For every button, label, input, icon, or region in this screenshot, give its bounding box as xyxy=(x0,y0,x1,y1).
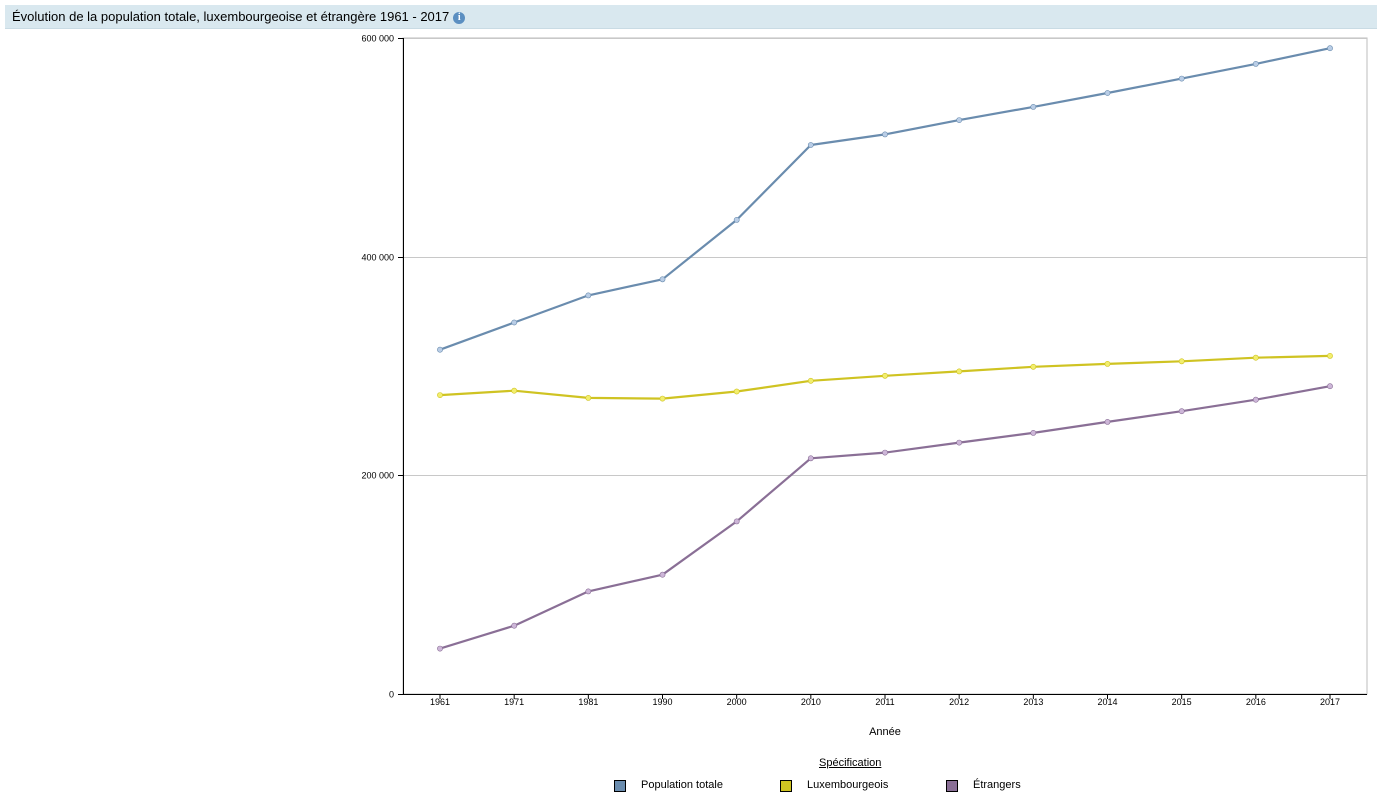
chart-title: Évolution de la population totale, luxem… xyxy=(12,9,466,24)
data-point[interactable] xyxy=(807,455,814,462)
data-point[interactable] xyxy=(511,387,518,394)
x-axis-title: Année xyxy=(869,726,901,738)
legend-swatch xyxy=(780,780,792,792)
data-point[interactable] xyxy=(659,395,666,402)
grid-lines xyxy=(402,37,1368,695)
x-tick-label: 2014 xyxy=(1097,697,1117,707)
line-chart: 0 200 000 400 000 600 000 1961 1971 1981 1990 20… xyxy=(361,34,1368,738)
data-point[interactable] xyxy=(1327,352,1333,359)
legend-swatch xyxy=(946,780,958,792)
data-point[interactable] xyxy=(733,216,740,223)
data-point[interactable] xyxy=(1252,396,1259,403)
data-point[interactable] xyxy=(1104,360,1111,367)
series-lines xyxy=(437,45,1333,652)
data-point[interactable] xyxy=(956,117,963,123)
series-line xyxy=(439,47,1331,351)
y-tick-label: 600 000 xyxy=(361,34,394,44)
data-point[interactable] xyxy=(1178,358,1185,365)
legend: Spécification Population totale Luxembour… xyxy=(0,757,1379,797)
x-tick-label: 2010 xyxy=(801,697,821,707)
data-point[interactable] xyxy=(437,392,443,398)
y-tick-label: 400 000 xyxy=(361,253,394,263)
legend-label: Population totale xyxy=(641,779,723,791)
x-tick-label: 1971 xyxy=(504,697,524,707)
data-point[interactable] xyxy=(511,319,518,326)
data-point[interactable] xyxy=(807,142,814,148)
data-point[interactable] xyxy=(511,622,518,629)
data-point[interactable] xyxy=(882,131,888,138)
chart-title-bar: Évolution de la population totale, luxem… xyxy=(5,5,1377,29)
y-tick-label: 200 000 xyxy=(361,471,394,481)
x-tick-label: 1961 xyxy=(430,697,450,707)
data-point[interactable] xyxy=(1104,90,1111,96)
x-tick-label: 2000 xyxy=(727,697,747,707)
data-point[interactable] xyxy=(585,394,592,401)
x-tick-label: 2015 xyxy=(1172,697,1192,707)
x-tick-label: 2013 xyxy=(1023,697,1043,707)
series-1 xyxy=(437,45,1333,353)
series-3 xyxy=(437,383,1333,652)
data-point[interactable] xyxy=(659,571,666,578)
x-tick-label: 1990 xyxy=(652,697,672,707)
x-tick-label: 2017 xyxy=(1320,697,1340,707)
y-tick-label: 0 xyxy=(389,690,394,700)
axes: 0 200 000 400 000 600 000 1961 1971 1981 1990 20… xyxy=(361,34,1367,707)
data-point[interactable] xyxy=(956,439,963,446)
legend-label: Luxembourgeois xyxy=(807,779,889,791)
data-point[interactable] xyxy=(1030,104,1037,110)
data-point[interactable] xyxy=(437,645,443,652)
x-tick-label: 2012 xyxy=(949,697,969,707)
data-point[interactable] xyxy=(733,518,740,525)
data-point[interactable] xyxy=(1327,45,1333,52)
chart-title-text: Évolution de la population totale, luxem… xyxy=(12,9,450,24)
series-line xyxy=(439,385,1331,650)
data-point[interactable] xyxy=(1104,418,1111,425)
data-point[interactable] xyxy=(1030,429,1037,436)
legend-title: Spécification xyxy=(819,757,882,769)
legend-swatch xyxy=(614,780,626,792)
x-tick-label: 2016 xyxy=(1246,697,1266,707)
data-point[interactable] xyxy=(1252,61,1259,67)
data-point[interactable] xyxy=(956,368,963,375)
legend-label: Étrangers xyxy=(973,779,1021,791)
data-point[interactable] xyxy=(585,292,592,299)
data-point[interactable] xyxy=(1252,354,1259,361)
data-point[interactable] xyxy=(733,388,740,395)
data-point[interactable] xyxy=(659,276,666,283)
data-point[interactable] xyxy=(882,372,888,379)
x-tick-label: 2011 xyxy=(875,697,894,707)
series-2 xyxy=(437,352,1333,402)
info-icon[interactable]: i xyxy=(453,12,466,24)
data-point[interactable] xyxy=(1178,408,1185,415)
data-point[interactable] xyxy=(1030,363,1037,370)
data-point[interactable] xyxy=(437,346,443,353)
data-point[interactable] xyxy=(807,377,814,384)
data-point[interactable] xyxy=(882,449,888,456)
data-point[interactable] xyxy=(585,588,592,595)
data-point[interactable] xyxy=(1327,383,1333,390)
x-tick-label: 1981 xyxy=(578,697,598,707)
data-point[interactable] xyxy=(1178,75,1185,82)
